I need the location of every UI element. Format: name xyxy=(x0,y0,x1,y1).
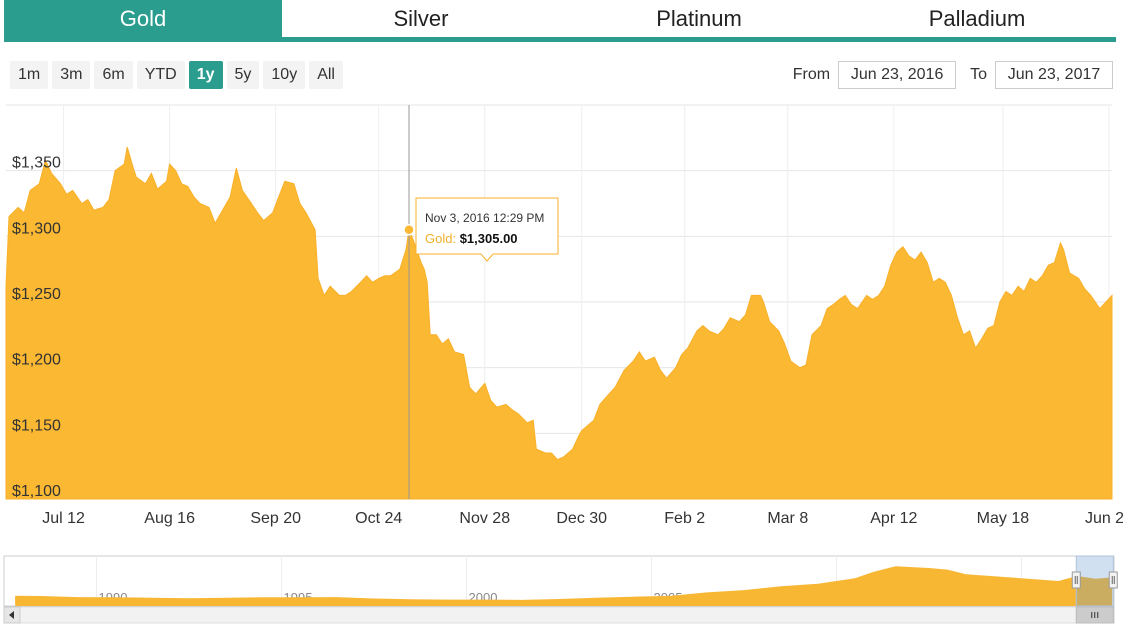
range-button-5y[interactable]: 5y xyxy=(226,61,260,89)
tooltip: Nov 3, 2016 12:29 PM Gold: $1,305.00 xyxy=(415,197,559,262)
navigator-handles[interactable] xyxy=(1071,571,1118,589)
y-tick-label: $1,100 xyxy=(12,483,61,500)
tab-platinum[interactable]: Platinum xyxy=(560,0,838,37)
x-tick-label: Aug 16 xyxy=(144,510,195,527)
x-tick-label: Dec 30 xyxy=(556,510,607,527)
range-button-1y[interactable]: 1y xyxy=(188,61,223,89)
tab-silver[interactable]: Silver xyxy=(282,0,560,37)
scrollbar[interactable] xyxy=(3,606,1115,624)
x-tick-label: Mar 8 xyxy=(767,510,808,527)
to-date-input[interactable] xyxy=(995,61,1113,89)
range-button-ytd[interactable]: YTD xyxy=(136,61,185,89)
y-axis-labels: $1,100 $1,150 $1,200 $1,250 $1,300 $1,350 xyxy=(12,155,61,500)
tooltip-date: Nov 3, 2016 12:29 PM xyxy=(425,211,544,225)
x-axis-labels: Jul 12 Aug 16 Sep 20 Oct 24 Nov 28 Dec 30 Feb … xyxy=(42,510,1123,527)
y-tick-label: $1,250 xyxy=(12,286,61,303)
tab-gold[interactable]: Gold xyxy=(4,0,282,37)
x-tick-label: Oct 24 xyxy=(355,510,402,527)
range-selector: 1m 3m 6m YTD 1y 5y 10y All xyxy=(10,61,343,89)
tab-palladium[interactable]: Palladium xyxy=(838,0,1116,37)
navigator-selection[interactable] xyxy=(1075,555,1114,607)
navigator[interactable]: 199019952000200520102015 xyxy=(3,555,1118,607)
scroll-left-icon xyxy=(9,611,14,619)
tooltip-series-name: Gold xyxy=(425,231,452,246)
date-range: From To xyxy=(793,61,1113,89)
x-tick-label: Jul 12 xyxy=(42,510,85,527)
range-button-6m[interactable]: 6m xyxy=(94,61,133,89)
navigator-series xyxy=(15,566,1113,606)
x-tick-label: Apr 12 xyxy=(870,510,917,527)
x-tick-label: Feb 2 xyxy=(664,510,705,527)
scrollbar-track[interactable] xyxy=(3,606,1115,624)
to-label: To xyxy=(970,66,987,83)
range-button-1m[interactable]: 1m xyxy=(10,61,49,89)
from-label: From xyxy=(792,66,831,83)
range-button-all[interactable]: All xyxy=(309,61,343,89)
from-date-input[interactable] xyxy=(838,61,957,89)
gold-area-series[interactable] xyxy=(5,146,1113,500)
x-tick-label: May 18 xyxy=(977,510,1030,527)
y-tick-label: $1,350 xyxy=(12,155,61,172)
range-button-3m[interactable]: 3m xyxy=(52,61,91,89)
metal-tabs: Gold Silver Platinum Palladium xyxy=(4,0,1116,42)
scrollbar-grip-icon xyxy=(1091,612,1099,618)
navigator-right-handle[interactable] xyxy=(1108,571,1118,589)
y-tick-label: $1,200 xyxy=(12,352,61,369)
y-tick-label: $1,300 xyxy=(12,220,61,237)
hover-point-marker xyxy=(403,224,415,236)
y-tick-label: $1,150 xyxy=(12,417,61,434)
x-tick-label: Sep 20 xyxy=(250,510,301,527)
x-tick-label: Jun 22 xyxy=(1085,510,1123,527)
tooltip-value-row: Gold: $1,305.00 xyxy=(425,231,518,246)
tooltip-value: $1,305.00 xyxy=(460,231,518,246)
navigator-left-handle[interactable] xyxy=(1071,571,1081,589)
x-tick-label: Nov 28 xyxy=(459,510,510,527)
range-button-10y[interactable]: 10y xyxy=(263,61,306,89)
tooltip-box xyxy=(415,197,559,262)
